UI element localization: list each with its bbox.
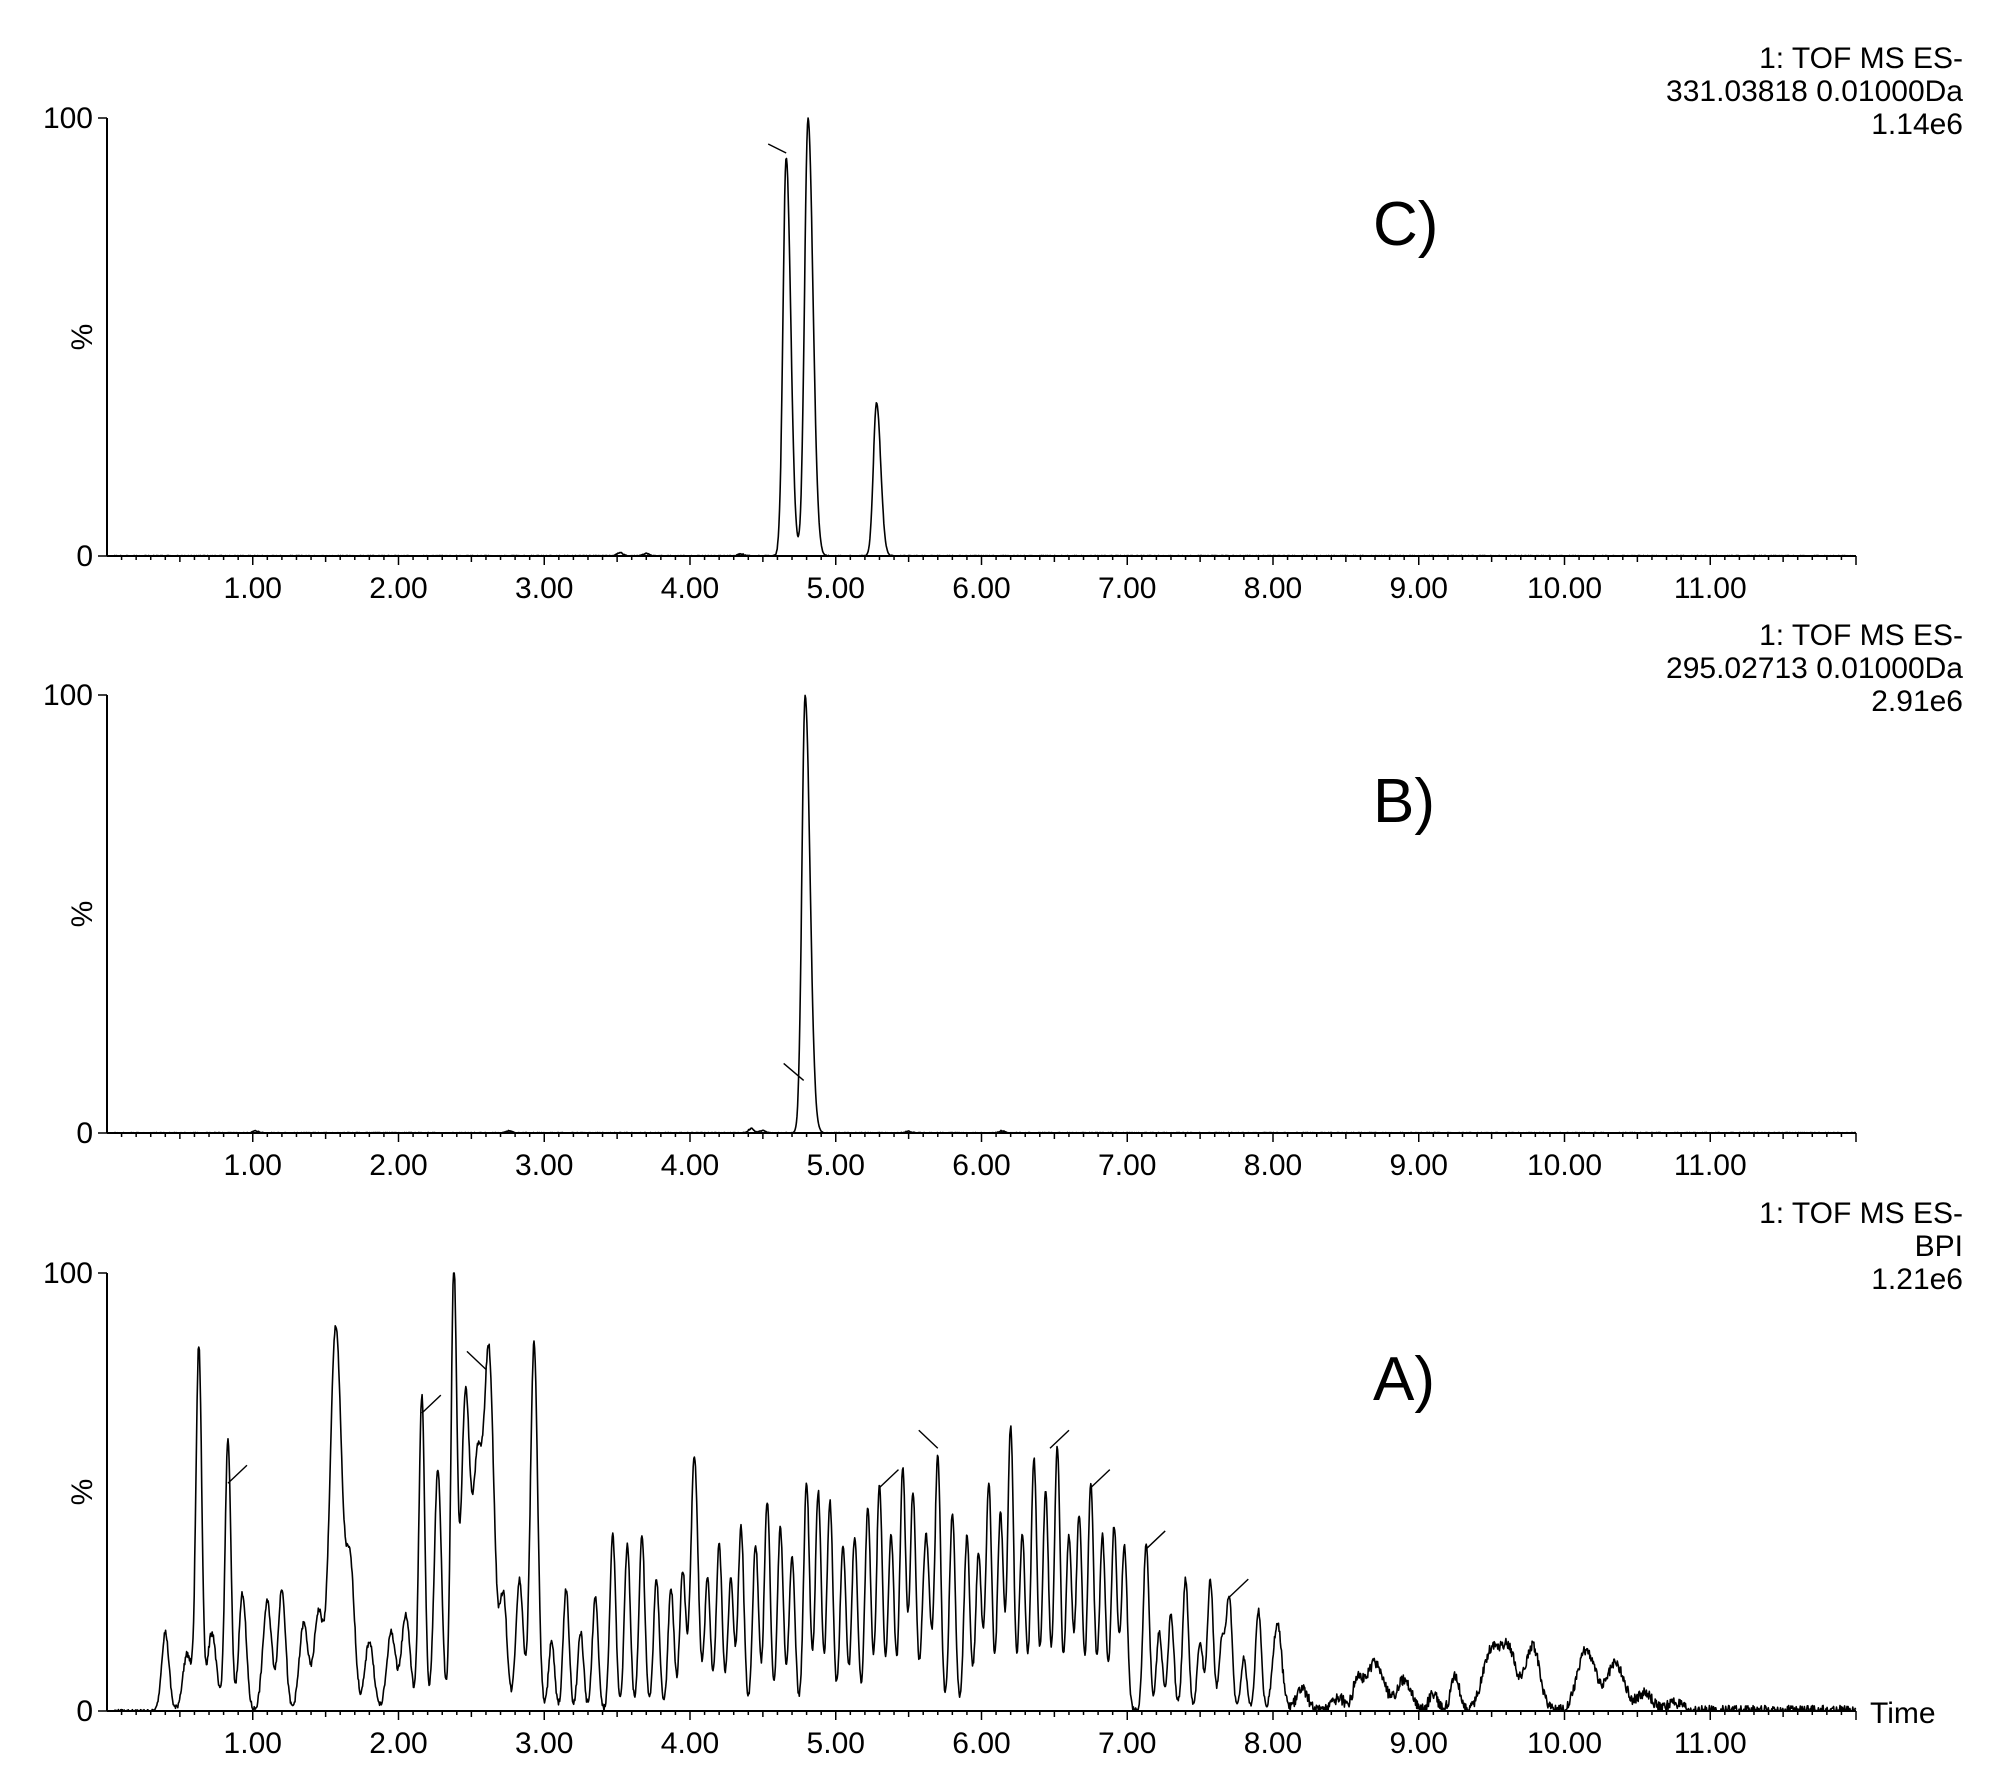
chromatogram-panel-c: 100 0% 1.00 2.00 3.00 4.00 5.00 6.00 7.00 8.00 9.0… <box>43 42 1963 605</box>
integration-marker <box>878 1469 899 1489</box>
y-tick-label: 0 <box>76 1695 93 1728</box>
integration-marker <box>767 143 787 154</box>
x-tick-label: 3.00 <box>515 1149 573 1182</box>
x-tick-label: 8.00 <box>1244 572 1302 605</box>
x-tick-label: 4.00 <box>661 572 719 605</box>
x-tick-label: 7.00 <box>1098 1727 1156 1760</box>
x-tick-label: 2.00 <box>369 1149 427 1182</box>
y-tick-label: 100 <box>43 679 93 712</box>
trace-info-line: 1.21e6 <box>1871 1263 1963 1296</box>
x-tick-label: 10.00 <box>1527 1149 1602 1182</box>
chromatogram-trace <box>113 1272 1857 1712</box>
y-axis-label: % <box>66 1479 99 1506</box>
integration-marker <box>1228 1578 1249 1598</box>
x-tick-label: 1.00 <box>224 1149 282 1182</box>
trace-info-line: 2.91e6 <box>1871 685 1963 718</box>
y-tick-label: 100 <box>43 102 93 135</box>
trace-info-line: 1: TOF MS ES- <box>1759 1197 1963 1230</box>
trace-info-line: 1: TOF MS ES- <box>1759 619 1963 652</box>
x-tick-label: 8.00 <box>1244 1149 1302 1182</box>
x-tick-label: 2.00 <box>369 572 427 605</box>
integration-marker <box>421 1394 442 1414</box>
x-axis-time-label: Time <box>1870 1697 1936 1730</box>
x-tick-label: 4.00 <box>661 1149 719 1182</box>
integration-marker <box>1145 1530 1166 1550</box>
x-tick-label: 6.00 <box>952 1149 1010 1182</box>
integration-marker <box>1049 1429 1070 1449</box>
x-tick-label: 1.00 <box>224 1727 282 1760</box>
x-tick-label: 9.00 <box>1390 572 1448 605</box>
x-tick-label: 6.00 <box>952 1727 1010 1760</box>
x-tick-label: 5.00 <box>807 1149 865 1182</box>
x-tick-label: 5.00 <box>807 1727 865 1760</box>
chromatogram-panel-a: 100 0% 1.00 2.00 3.00 4.00 5.00 6.00 7.00 8.00 9.0… <box>43 1197 1963 1760</box>
x-tick-label: 11.00 <box>1674 1727 1747 1760</box>
trace-info-line: 295.02713 0.01000Da <box>1666 652 1963 685</box>
trace-info-line: 1.14e6 <box>1871 108 1963 141</box>
x-tick-label: 1.00 <box>224 572 282 605</box>
y-tick-label: 100 <box>43 1257 93 1290</box>
x-tick-label: 6.00 <box>952 572 1010 605</box>
trace-info-line: BPI <box>1915 1230 1963 1263</box>
trace-info-line: 1: TOF MS ES- <box>1759 42 1963 75</box>
integration-marker <box>783 1062 805 1081</box>
x-tick-label: 3.00 <box>515 1727 573 1760</box>
integration-marker <box>918 1429 939 1449</box>
y-tick-label: 0 <box>76 540 93 573</box>
chromatogram-panel-b: 100 0% 1.00 2.00 3.00 4.00 5.00 6.00 7.00 8.00 9.0… <box>43 619 1963 1182</box>
integration-marker <box>1090 1469 1111 1489</box>
chromatogram-trace <box>114 117 1857 557</box>
x-tick-label: 10.00 <box>1527 1727 1602 1760</box>
x-tick-label: 11.00 <box>1674 1149 1747 1182</box>
x-tick-label: 2.00 <box>369 1727 427 1760</box>
panel-label: C) <box>1373 190 1438 259</box>
x-tick-label: 10.00 <box>1527 572 1602 605</box>
x-tick-label: 5.00 <box>807 572 865 605</box>
x-tick-label: 7.00 <box>1098 572 1156 605</box>
trace-info-line: 331.03818 0.01000Da <box>1666 75 1963 108</box>
integration-marker <box>227 1464 248 1484</box>
y-tick-label: 0 <box>76 1117 93 1150</box>
x-tick-label: 4.00 <box>661 1727 719 1760</box>
y-axis-label: % <box>66 324 99 351</box>
integration-marker <box>466 1350 487 1370</box>
panel-label: A) <box>1373 1345 1435 1414</box>
x-tick-label: 7.00 <box>1098 1149 1156 1182</box>
y-axis-label: % <box>66 901 99 928</box>
x-tick-label: 11.00 <box>1674 572 1747 605</box>
x-tick-label: 8.00 <box>1244 1727 1302 1760</box>
chromatogram-trace <box>113 694 1857 1134</box>
x-tick-label: 3.00 <box>515 572 573 605</box>
x-tick-label: 9.00 <box>1390 1727 1448 1760</box>
x-tick-label: 9.00 <box>1390 1149 1448 1182</box>
panel-label: B) <box>1373 767 1435 836</box>
